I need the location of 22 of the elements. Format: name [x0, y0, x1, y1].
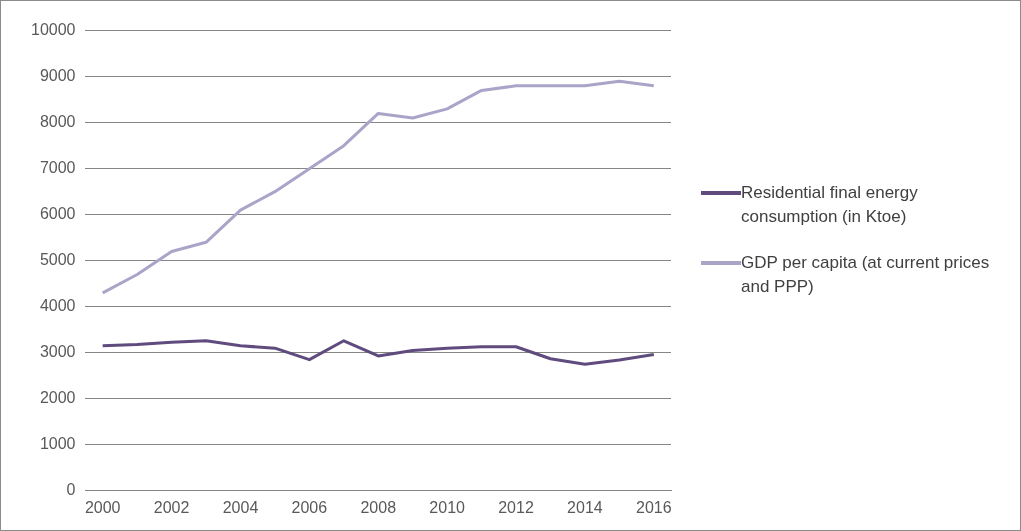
x-tick-label: 2008 — [360, 498, 397, 516]
y-tick-label: 2000 — [39, 389, 76, 407]
y-tick-label: 8000 — [39, 113, 76, 131]
legend-label: Residential final energy consumption (in Ktoe) — [741, 182, 919, 228]
x-tick-label: 2012 — [498, 498, 534, 516]
y-tick-label: 10000 — [30, 21, 76, 39]
x-tick-label: 2004 — [222, 498, 259, 516]
x-tick-label: 2016 — [635, 498, 672, 516]
y-tick-label: 5000 — [39, 251, 76, 269]
x-tick-label: 2000 — [84, 498, 121, 516]
y-tick-label: 0 — [66, 481, 76, 499]
y-tick-label: 1000 — [39, 435, 76, 453]
y-tick-label: 9000 — [39, 67, 76, 85]
legend-label: GDP per capita (at current prices and PPP) — [741, 252, 991, 298]
x-tick-label: 2010 — [429, 498, 466, 516]
x-tick-label: 2014 — [567, 498, 603, 516]
y-tick-label: 6000 — [39, 205, 76, 223]
y-tick-label: 3000 — [39, 343, 76, 361]
y-tick-label: 4000 — [39, 297, 76, 315]
y-tick-label: 7000 — [39, 159, 76, 177]
x-tick-label: 2006 — [291, 498, 328, 516]
x-tick-label: 2002 — [153, 498, 190, 516]
